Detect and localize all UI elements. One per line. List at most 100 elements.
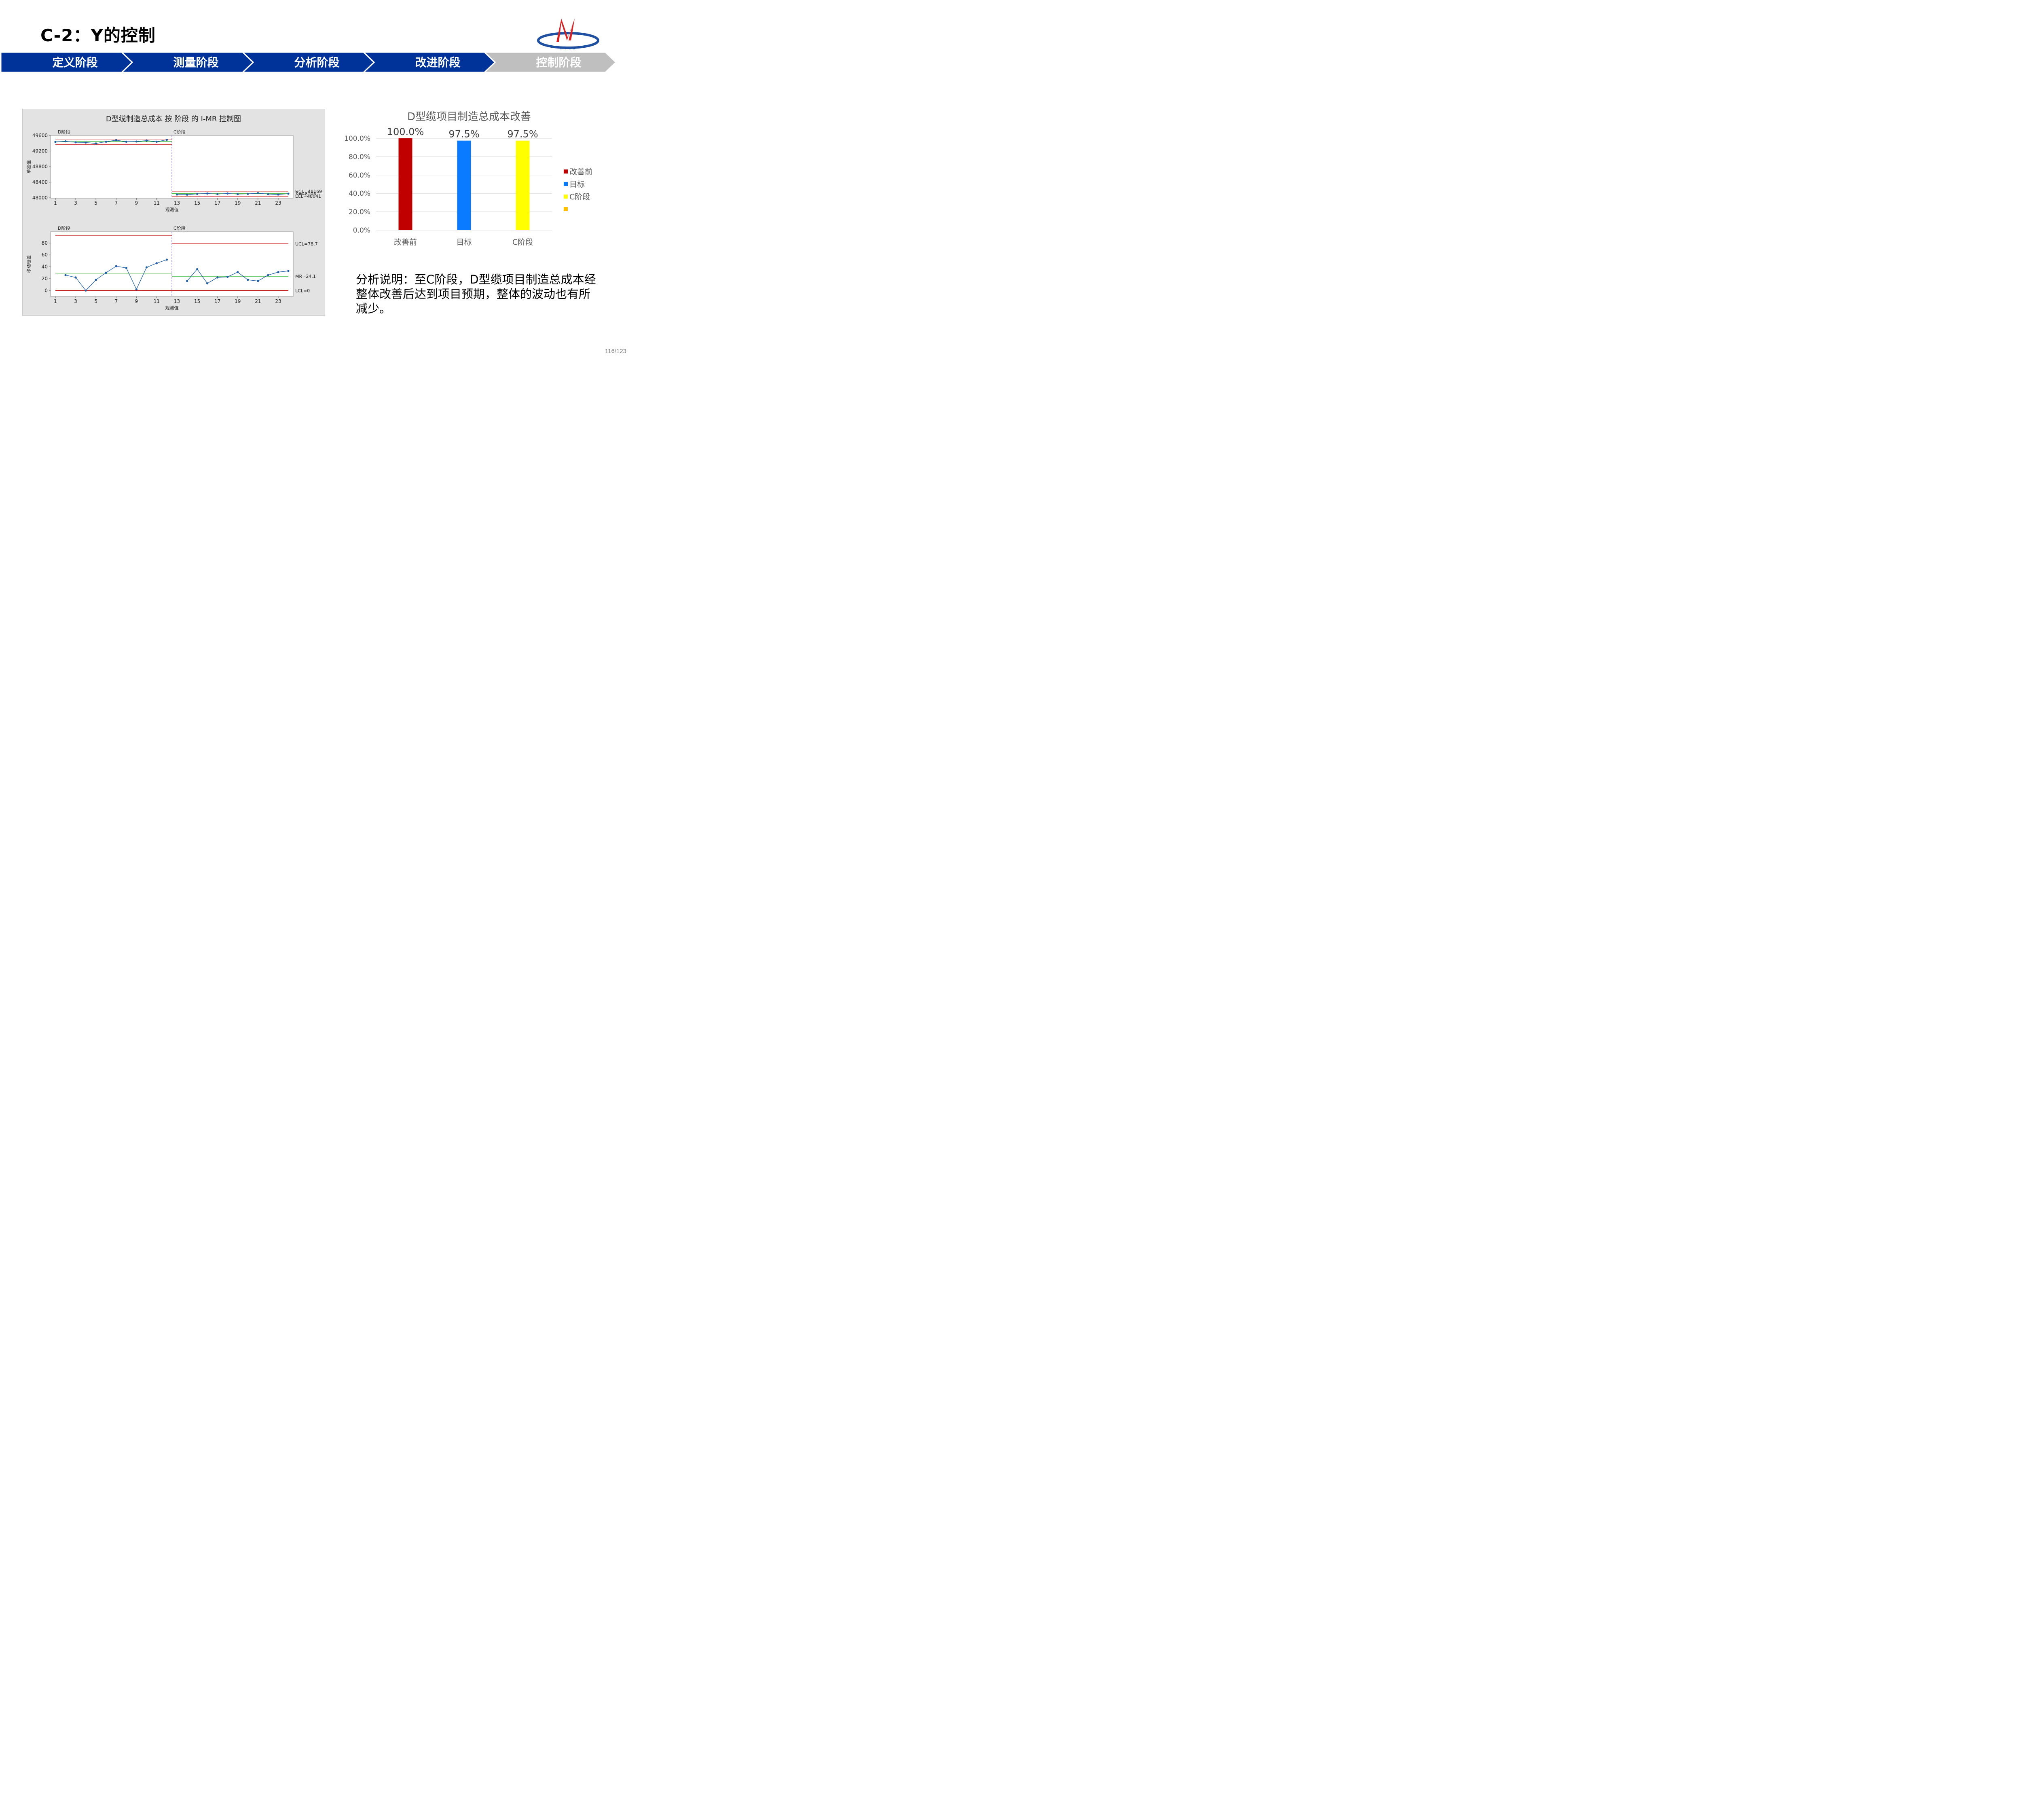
phase-step-label: 改进阶段 xyxy=(415,56,460,69)
y-tick-label: 60 xyxy=(42,252,48,258)
stage-label: C阶段 xyxy=(173,225,186,231)
x-axis-label: 观测值 xyxy=(165,305,179,311)
x-category-label: 目标 xyxy=(456,238,472,247)
data-point xyxy=(206,192,209,195)
data-point xyxy=(237,193,239,195)
data-point xyxy=(95,142,97,145)
x-tick-label: 3 xyxy=(74,298,77,304)
data-point xyxy=(74,141,77,144)
stage-label: D阶段 xyxy=(58,225,70,231)
y-tick-label: 0 xyxy=(44,288,48,293)
data-point xyxy=(226,192,229,195)
x-tick-label: 23 xyxy=(275,200,281,206)
y-tick-label: 40 xyxy=(42,264,48,270)
data-point xyxy=(196,193,199,195)
bar xyxy=(457,140,471,230)
bar-value-label: 100.0% xyxy=(387,126,424,138)
legend-swatch xyxy=(564,195,568,199)
ucl-annotation: UCL=48169 xyxy=(295,189,322,194)
data-point xyxy=(64,274,67,276)
data-point xyxy=(186,280,188,282)
legend-label: C阶段 xyxy=(569,193,590,201)
data-point xyxy=(257,192,259,195)
x-tick-label: 11 xyxy=(154,298,160,304)
x-tick-label: 19 xyxy=(235,200,241,206)
y-tick-label: 20.0% xyxy=(349,208,370,216)
x-axis-label: 观测值 xyxy=(165,207,179,212)
x-tick-label: 17 xyxy=(214,200,220,206)
y-tick-label: 100.0% xyxy=(344,135,370,143)
x-tick-label: 13 xyxy=(174,200,180,206)
phase-step xyxy=(483,52,617,73)
y-tick-label: 0.0% xyxy=(353,226,370,235)
data-point xyxy=(186,193,188,196)
phase-step-label: 控制阶段 xyxy=(536,56,581,69)
x-tick-label: 7 xyxy=(114,200,118,206)
y-tick-label: 48000 xyxy=(32,195,48,201)
series-line xyxy=(55,139,167,144)
lcl-annotation: LCL=48041 xyxy=(295,194,321,199)
x-tick-label: 1 xyxy=(54,298,57,304)
data-point xyxy=(155,262,158,265)
data-point xyxy=(85,289,87,292)
phase-step-label: 测量阶段 xyxy=(173,56,218,69)
y-tick-label: 60.0% xyxy=(349,171,370,180)
x-tick-label: 17 xyxy=(214,298,220,304)
data-point xyxy=(216,193,219,195)
data-point xyxy=(64,140,67,143)
y-axis-label: 移动极差 xyxy=(26,255,32,273)
y-tick-label: 20 xyxy=(42,276,48,281)
cost-improvement-bar-chart: D型缆项目制造总成本改善 0.0% 20.0% 40.0% 60.0% 80.0% 100… xyxy=(344,111,592,247)
x-tick-label: 3 xyxy=(74,200,77,206)
bar-chart-title: D型缆项目制造总成本改善 xyxy=(407,111,531,123)
legend-swatch xyxy=(564,207,568,211)
y-tick-label: 49600 xyxy=(32,133,48,138)
bar-value-label: 97.5% xyxy=(507,129,538,140)
data-point xyxy=(257,280,259,282)
data-point xyxy=(145,266,148,269)
y-tick-label: 48400 xyxy=(32,180,48,185)
x-category-label: C阶段 xyxy=(512,238,533,247)
data-point xyxy=(277,193,279,196)
data-point xyxy=(74,276,77,279)
data-point xyxy=(115,265,117,267)
x-tick-label: 9 xyxy=(135,298,138,304)
imr-control-chart-panel: D型缆制造总成本 按 阶段 的 I-MR 控制图 D阶段 C阶段 1 3 5 7 9 11 13… xyxy=(22,109,325,316)
x-tick-label: 7 xyxy=(114,298,118,304)
y-tick-label: 48800 xyxy=(32,164,48,169)
data-point xyxy=(165,258,168,261)
y-tick-label: 49200 xyxy=(32,148,48,154)
stage-label: D阶段 xyxy=(58,129,70,135)
x-tick-label: 11 xyxy=(154,200,160,206)
data-point xyxy=(277,271,279,273)
data-point xyxy=(216,276,219,279)
analysis-note: 分析说明：至C阶段，D型缆项目制造总成本经整体改善后达到项目预期，整体的波动也有… xyxy=(356,273,596,315)
legend-swatch xyxy=(564,182,568,186)
data-point xyxy=(95,279,97,281)
bar xyxy=(516,140,530,230)
data-point xyxy=(206,282,209,285)
data-point xyxy=(247,279,249,281)
data-point xyxy=(155,140,158,143)
phase-step-label: 定义阶段 xyxy=(52,56,97,69)
data-point xyxy=(176,193,178,196)
legend-label: 改善前 xyxy=(569,167,592,176)
data-point xyxy=(226,275,229,278)
data-point xyxy=(165,138,168,141)
data-point xyxy=(125,267,127,269)
data-point xyxy=(267,274,269,276)
phase-step-label: 分析阶段 xyxy=(294,56,339,69)
data-point xyxy=(287,193,290,195)
x-tick-label: 23 xyxy=(275,298,281,304)
page-title: C-2：Y的控制 xyxy=(40,25,156,45)
series-line xyxy=(177,193,289,195)
logo-text: HTGD xyxy=(559,46,577,50)
data-point xyxy=(115,139,117,142)
ucl-annotation: UCL=78.7 xyxy=(295,241,318,247)
bar xyxy=(398,138,412,230)
data-point xyxy=(135,140,137,143)
legend-swatch xyxy=(564,169,568,174)
x-tick-label: 21 xyxy=(255,200,261,206)
x-category-label: 改善前 xyxy=(394,238,417,247)
